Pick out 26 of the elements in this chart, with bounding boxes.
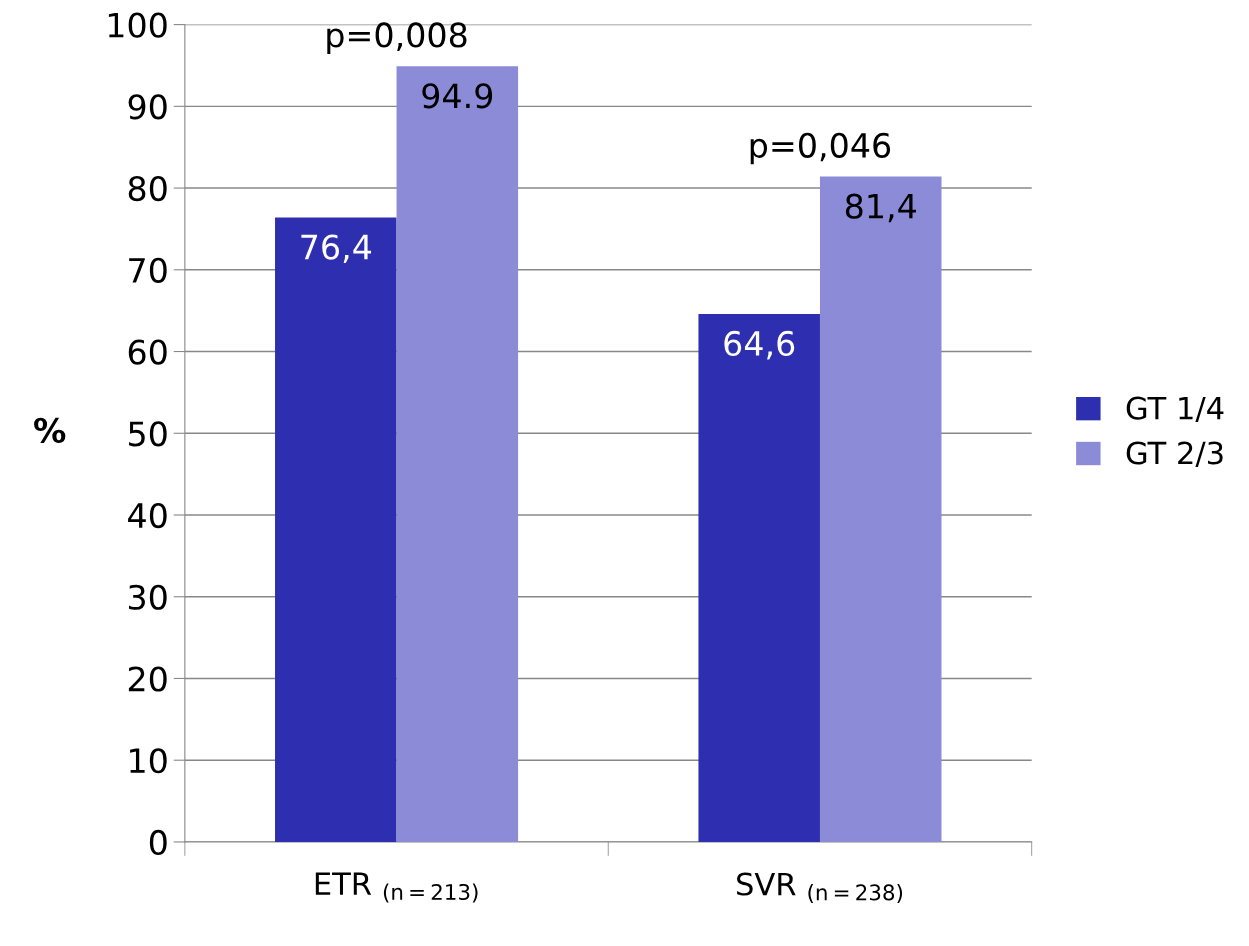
bar xyxy=(275,217,397,842)
x-tick-label: ETR $_{(n=213)}$ xyxy=(315,872,478,903)
y-tick-label: 40 xyxy=(128,502,167,529)
annotation: p=0,046 xyxy=(750,132,891,165)
data-label: 94.9 xyxy=(422,83,493,109)
data-label: 81,4 xyxy=(845,193,916,223)
y-tick-label: 100 xyxy=(108,12,167,38)
annotation: p=0,008 xyxy=(327,22,467,55)
bar xyxy=(396,66,519,842)
bar xyxy=(819,176,942,842)
bar xyxy=(698,313,820,842)
legend-label: GT 2/3 xyxy=(1126,441,1223,467)
y-tick-label: 60 xyxy=(128,339,167,365)
data-label: 64,6 xyxy=(724,330,795,360)
y-tick-label: 80 xyxy=(128,175,167,202)
y-tick-label: 70 xyxy=(129,257,167,283)
data-label: 76,4 xyxy=(301,234,372,264)
y-tick-label: 30 xyxy=(129,584,167,610)
y-tick-label: 0 xyxy=(149,829,167,856)
y-axis-title: % xyxy=(34,417,66,443)
y-tick-label: 10 xyxy=(130,748,167,774)
y-tick-label: 50 xyxy=(129,421,167,447)
y-tick-label: 20 xyxy=(128,666,167,692)
x-tick-label: SVR $_{(n=238)}$ xyxy=(737,872,903,904)
y-tick-label: 90 xyxy=(128,94,167,120)
legend-label: GT 1/4 xyxy=(1126,396,1224,423)
